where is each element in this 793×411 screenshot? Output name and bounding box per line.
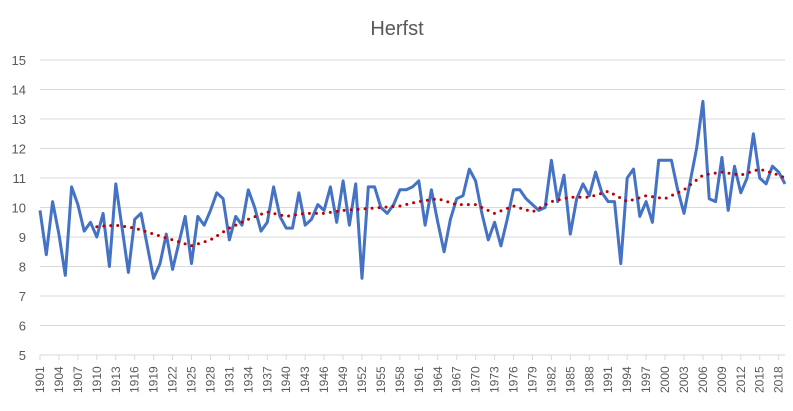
x-tick-label: 1943	[298, 366, 312, 393]
y-tick-label: 11	[13, 171, 27, 186]
x-tick-label: 2015	[753, 366, 767, 393]
x-tick-label: 1949	[336, 366, 350, 393]
x-tick-label: 2018	[772, 366, 786, 393]
x-tick-label: 1940	[279, 366, 293, 393]
x-tick-label: 1982	[544, 366, 558, 393]
x-tick-label: 2012	[734, 366, 748, 393]
y-axis-tick-labels: 5 6 7 8 9 10 11 12 13 14 15	[12, 53, 26, 363]
x-tick-label: 1961	[412, 366, 426, 393]
series	[38, 99, 787, 280]
x-tick-label: 1922	[166, 366, 180, 393]
x-tick-label: 1913	[109, 366, 123, 393]
x-tick-label: 1964	[431, 366, 445, 393]
x-tick-label: 1955	[374, 366, 388, 393]
x-axis-tick-labels: 1901 1904 1907 1910 1913 1916 1919 1922 1925 1928…	[33, 355, 786, 393]
y-tick-label: 12	[12, 142, 26, 157]
x-tick-label: 1928	[203, 366, 217, 393]
y-tick-label: 13	[12, 112, 26, 127]
y-tick-label: 7	[19, 289, 26, 304]
x-tick-label: 1946	[317, 366, 331, 393]
x-tick-label: 1973	[488, 366, 502, 393]
x-tick-label: 1994	[620, 366, 634, 393]
x-tick-label: 1931	[222, 366, 236, 393]
x-tick-label: 1979	[525, 366, 539, 393]
x-tick-label: 1958	[393, 366, 407, 393]
y-tick-label: 6	[19, 319, 26, 334]
x-tick-label: 1970	[469, 366, 483, 393]
chart-title: Herfst	[370, 18, 424, 40]
x-tick-label: 1910	[90, 366, 104, 393]
trendline-series	[95, 167, 787, 248]
y-tick-label: 10	[12, 201, 26, 216]
y-tick-label: 5	[19, 348, 26, 363]
x-tick-label: 1916	[128, 366, 142, 393]
x-tick-label: 1925	[185, 366, 199, 393]
x-tick-label: 2003	[677, 366, 691, 393]
x-tick-label: 1919	[147, 366, 161, 393]
y-tick-label: 14	[12, 83, 26, 98]
x-tick-label: 2000	[658, 366, 672, 393]
x-tick-label: 1985	[563, 366, 577, 393]
x-tick-label: 1991	[601, 366, 615, 393]
x-tick-label: 2009	[715, 366, 729, 393]
x-tick-label: 1952	[355, 366, 369, 393]
data-series-line	[38, 99, 787, 280]
x-tick-label: 1997	[639, 366, 653, 393]
x-tick-label: 1904	[52, 366, 66, 393]
x-tick-label: 1907	[71, 366, 85, 393]
y-tick-label: 9	[19, 230, 26, 245]
x-tick-label: 1976	[507, 366, 521, 393]
x-tick-label: 2006	[696, 366, 710, 393]
y-tick-label: 8	[19, 260, 26, 275]
x-tick-label: 1988	[582, 366, 596, 393]
y-tick-label: 15	[12, 53, 26, 68]
x-tick-label: 1901	[33, 366, 47, 393]
x-tick-label: 1934	[241, 366, 255, 393]
x-tick-label: 1937	[260, 366, 274, 393]
gridlines	[40, 59, 785, 326]
x-tick-label: 1967	[450, 366, 464, 393]
